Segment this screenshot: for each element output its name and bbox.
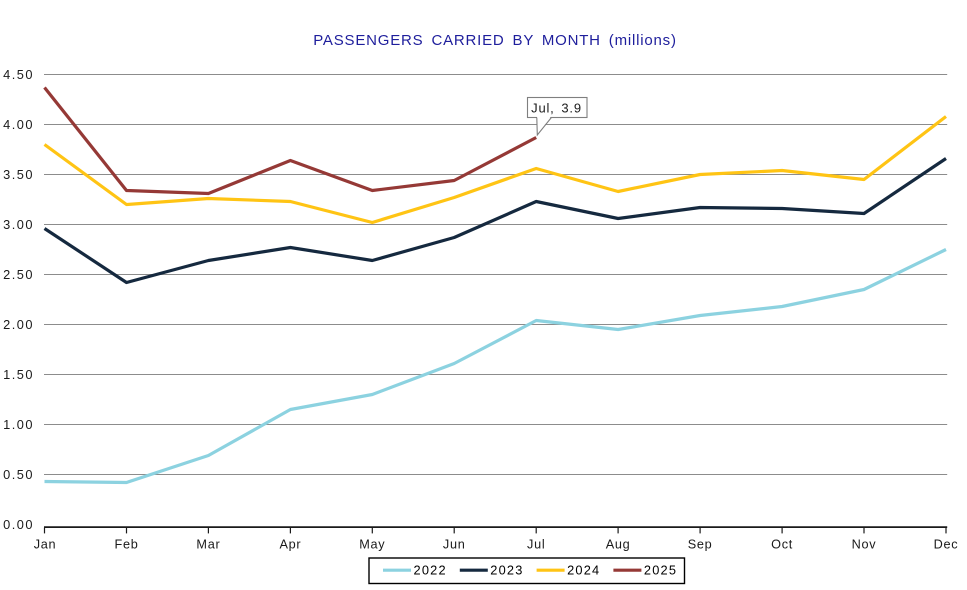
svg-text:3.00: 3.00 xyxy=(3,217,34,232)
svg-text:1.00: 1.00 xyxy=(3,417,34,432)
svg-text:2022: 2022 xyxy=(414,563,447,578)
svg-text:0.50: 0.50 xyxy=(3,467,34,482)
svg-text:Jan: Jan xyxy=(34,538,57,552)
svg-text:Nov: Nov xyxy=(852,538,877,552)
svg-text:2023: 2023 xyxy=(490,563,523,578)
svg-text:Oct: Oct xyxy=(771,538,793,552)
svg-text:2024: 2024 xyxy=(567,563,600,578)
svg-text:2.00: 2.00 xyxy=(3,317,34,332)
svg-text:PASSENGERS CARRIED BY MONTH (m: PASSENGERS CARRIED BY MONTH (millions) xyxy=(313,32,677,49)
svg-text:Dec: Dec xyxy=(934,538,959,552)
svg-text:3.50: 3.50 xyxy=(3,167,34,182)
svg-text:Jun: Jun xyxy=(443,538,466,552)
svg-text:1.50: 1.50 xyxy=(3,367,34,382)
svg-text:2.50: 2.50 xyxy=(3,267,34,282)
svg-text:Jul, 3.9: Jul, 3.9 xyxy=(531,100,582,115)
svg-text:Apr: Apr xyxy=(279,538,301,552)
svg-text:2025: 2025 xyxy=(644,563,677,578)
svg-text:Sep: Sep xyxy=(688,538,713,552)
svg-text:May: May xyxy=(359,538,385,552)
svg-text:Jul: Jul xyxy=(527,538,545,552)
svg-text:Feb: Feb xyxy=(115,538,139,552)
svg-text:0.00: 0.00 xyxy=(3,517,34,532)
svg-text:Aug: Aug xyxy=(606,538,631,552)
svg-text:4.50: 4.50 xyxy=(3,67,34,82)
svg-text:Mar: Mar xyxy=(196,538,220,552)
svg-text:4.00: 4.00 xyxy=(3,117,34,132)
